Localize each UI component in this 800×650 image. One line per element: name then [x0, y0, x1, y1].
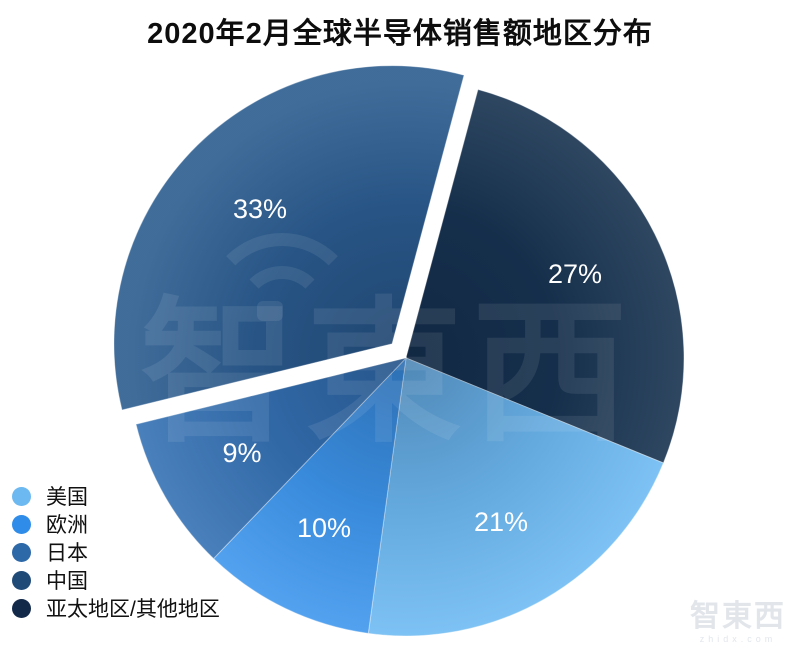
pie-slice-shade	[136, 358, 406, 559]
legend-swatch	[12, 514, 31, 534]
pie-slices	[113, 65, 685, 637]
slice-percent-label: 33%	[233, 194, 287, 224]
legend-label: 亚太地区/其他地区	[46, 598, 220, 621]
pie-slice-shade	[406, 89, 684, 463]
legend-swatch	[12, 570, 31, 590]
slice-percent-label: 9%	[222, 438, 261, 468]
legend-label: 中国	[46, 570, 88, 593]
legend-item: 日本	[12, 538, 220, 566]
legend: 美国 欧洲 日本 中国 亚太地区/其他地区	[12, 482, 220, 622]
legend-swatch	[12, 542, 31, 562]
slice-percent-label: 21%	[474, 507, 528, 537]
slice-percent-label: 27%	[548, 259, 602, 289]
slice-percent-label: 10%	[297, 513, 351, 543]
legend-item: 亚太地区/其他地区	[12, 594, 220, 622]
legend-item: 中国	[12, 566, 220, 594]
chart-title: 2020年2月全球半导体销售额地区分布	[147, 18, 653, 50]
legend-label: 欧洲	[46, 514, 88, 537]
pie-slice-shade	[213, 358, 406, 634]
pie-slice-shade	[113, 65, 465, 411]
legend-label: 美国	[46, 486, 88, 509]
pie-slice-labels: 27% 21% 10% 9% 33%	[222, 194, 602, 543]
legend-item: 欧洲	[12, 510, 220, 538]
pie-slice-shade	[368, 358, 664, 636]
legend-label: 日本	[46, 542, 88, 565]
legend-swatch	[12, 598, 31, 618]
legend-item: 美国	[12, 482, 220, 510]
legend-swatch	[12, 486, 31, 506]
